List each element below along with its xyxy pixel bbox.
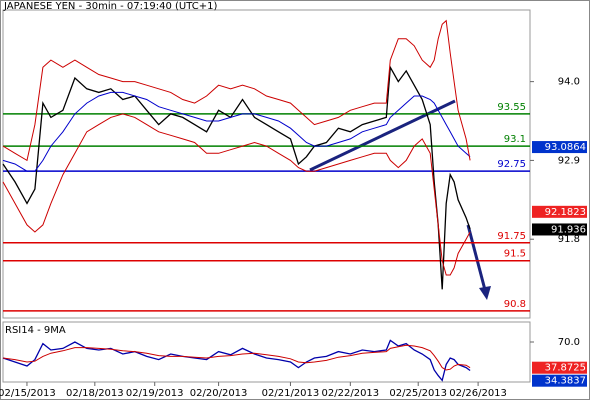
price-tag xyxy=(532,141,587,154)
chart-title: JAPANESE YEN - 30min - 07:19:40 (UTC+1) xyxy=(3,1,217,12)
x-tick-label: 02/19/2013 xyxy=(126,388,184,399)
rsi-title: RSI14 - 9MA xyxy=(5,325,66,336)
price-tag xyxy=(532,205,587,218)
series-line xyxy=(2,91,471,172)
x-tick-label: 02/15/2013 xyxy=(0,388,56,399)
series-line xyxy=(2,344,471,371)
price-tag xyxy=(532,374,587,387)
level-label: 91.5 xyxy=(504,249,526,260)
x-tick-label: 02/18/2013 xyxy=(66,388,124,399)
x-tick-label: 02/21/2013 xyxy=(262,388,320,399)
rsi-panel xyxy=(2,321,531,383)
x-tick-label: 02/20/2013 xyxy=(190,388,248,399)
arrow-shaft xyxy=(466,224,487,291)
x-tick-label: 02/26/2013 xyxy=(449,388,507,399)
level-label: 92.75 xyxy=(497,159,526,170)
x-tick-label: 02/22/2013 xyxy=(322,388,380,399)
price-tag-label: 91.936 xyxy=(551,224,586,235)
price-tag-label: 92.1823 xyxy=(545,207,586,218)
y-tick-label: 70.0 xyxy=(558,337,580,348)
level-label: 93.55 xyxy=(497,102,526,113)
price-tag-label: 34.3837 xyxy=(545,376,586,387)
y-tick-label: 91.8 xyxy=(558,234,580,245)
price-tag-label: 37.8725 xyxy=(545,363,586,374)
level-label: 90.8 xyxy=(504,299,526,310)
level-label: 93.1 xyxy=(504,134,526,145)
series-line xyxy=(2,19,471,162)
trend-line xyxy=(309,99,456,172)
series-line xyxy=(2,113,471,276)
price-tag-label: 93.0864 xyxy=(545,142,586,153)
level-label: 91.75 xyxy=(497,231,526,242)
series-line xyxy=(2,65,471,290)
x-tick-label: 02/25/2013 xyxy=(389,388,447,399)
arrow-head xyxy=(479,286,491,300)
y-tick-label: 92.9 xyxy=(558,155,580,166)
series-line xyxy=(2,339,471,382)
price-tag xyxy=(532,361,587,374)
price-tag xyxy=(532,223,587,236)
y-tick-label: 94.0 xyxy=(558,77,580,88)
